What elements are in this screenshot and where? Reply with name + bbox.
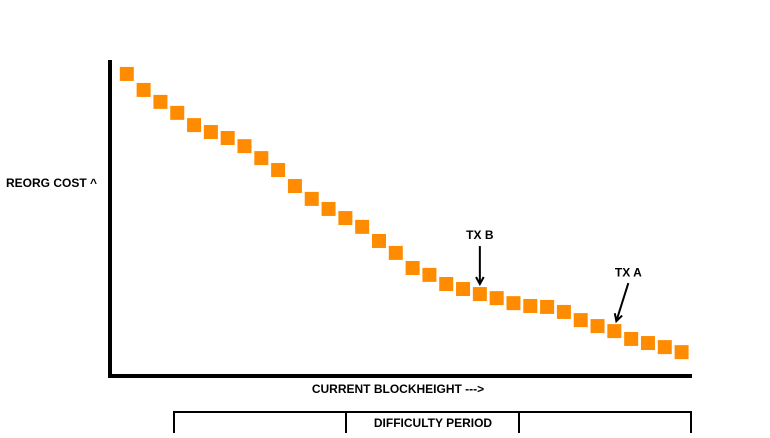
point (540, 299, 555, 314)
point (271, 163, 286, 178)
point (624, 331, 639, 346)
point (153, 94, 168, 109)
y-axis-label: REORG COST ^ (6, 176, 97, 190)
arrow-head (475, 276, 485, 287)
period-label: DIFFICULTY PERIOD (374, 416, 493, 430)
point (220, 130, 235, 145)
point (321, 201, 336, 216)
point (523, 298, 538, 313)
point (556, 304, 571, 319)
point (657, 340, 672, 355)
point (254, 151, 269, 166)
point (287, 179, 302, 194)
point (472, 287, 487, 302)
point (187, 118, 202, 133)
point (573, 313, 588, 328)
point (170, 105, 185, 120)
x-axis-label: CURRENT BLOCKHEIGHT ---> (312, 382, 484, 396)
annotation-arrow (615, 282, 630, 322)
point (203, 125, 218, 140)
point (304, 191, 319, 206)
point (119, 66, 134, 81)
point (489, 291, 504, 306)
point (371, 233, 386, 248)
point (456, 282, 471, 297)
arrow-head (613, 313, 623, 324)
point (422, 267, 437, 282)
annotation: TX A (615, 265, 642, 279)
point (237, 139, 252, 154)
point (388, 245, 403, 260)
point (439, 276, 454, 291)
point (506, 296, 521, 311)
point (338, 211, 353, 226)
annotation: TX B (466, 228, 494, 242)
point (136, 82, 151, 97)
difficulty-bracket (173, 411, 692, 433)
point (405, 260, 420, 275)
point (674, 345, 689, 360)
point (355, 219, 370, 234)
point (590, 319, 605, 334)
point (640, 336, 655, 351)
point (607, 324, 622, 339)
